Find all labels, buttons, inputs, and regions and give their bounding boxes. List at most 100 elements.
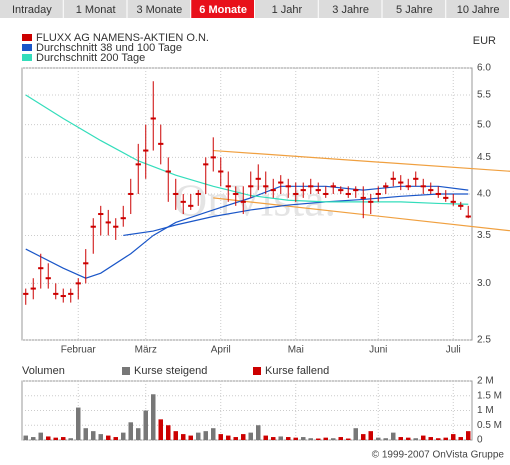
- y-tick-label: 4.5: [477, 152, 491, 163]
- volume-bar: [128, 422, 133, 440]
- volume-bar: [188, 435, 193, 440]
- price-close: [278, 181, 284, 184]
- tab-label[interactable]: 5 Jahre: [396, 4, 433, 16]
- volume-bar: [361, 434, 366, 440]
- price-close: [128, 192, 134, 195]
- volume-bar: [76, 407, 81, 440]
- y-tick-label: 6.0: [477, 63, 491, 74]
- legend-label: Durchschnitt 200 Tage: [36, 52, 145, 64]
- tab[interactable]: [191, 0, 254, 18]
- tab-label[interactable]: 1 Monat: [76, 4, 116, 16]
- y-tick-label: 2.5: [477, 335, 491, 346]
- volume-bar: [383, 438, 388, 440]
- price-close: [233, 192, 239, 195]
- volume-bar: [143, 410, 148, 440]
- tab[interactable]: [446, 0, 509, 18]
- tab-label[interactable]: Intraday: [12, 4, 52, 16]
- volume-bar: [61, 437, 66, 440]
- tab-label[interactable]: 3 Monate: [136, 4, 182, 16]
- price-close: [353, 189, 359, 192]
- price-close: [270, 189, 276, 192]
- x-tick-label: Juni: [369, 345, 387, 356]
- price-close: [263, 185, 269, 188]
- volume-bar: [398, 437, 403, 440]
- legend-swatch: [253, 367, 261, 375]
- tab[interactable]: [0, 0, 63, 18]
- price-close: [53, 292, 59, 295]
- price-close: [383, 185, 389, 188]
- y-tick-label: 3.5: [477, 230, 491, 241]
- price-close: [398, 181, 404, 184]
- legend-swatch: [22, 44, 32, 51]
- volume-bar: [256, 425, 261, 440]
- tab-label[interactable]: 1 Jahr: [272, 4, 303, 16]
- volume-bar: [293, 437, 298, 440]
- legend-label: Kurse fallend: [265, 365, 329, 377]
- y-tick-label: 3.0: [477, 278, 491, 289]
- price-close: [60, 295, 66, 298]
- tab[interactable]: [63, 0, 127, 18]
- legend-swatch: [122, 367, 130, 375]
- y-tick-label: 5.0: [477, 119, 491, 130]
- legend-label: Durchschnitt 38 und 100 Tage: [36, 42, 182, 54]
- price-close: [113, 225, 119, 228]
- price-close: [45, 277, 51, 280]
- price-close: [465, 215, 471, 218]
- tab[interactable]: [255, 0, 318, 18]
- volume-bar: [233, 437, 238, 440]
- price-close: [30, 287, 36, 290]
- currency: EUR: [473, 35, 496, 47]
- price-close: [75, 282, 81, 285]
- volume-bar: [218, 434, 223, 440]
- volume-bar: [181, 434, 186, 440]
- volume-bar: [173, 431, 178, 440]
- price-close: [368, 200, 374, 203]
- price-close: [323, 192, 329, 195]
- volume-bar: [203, 431, 208, 440]
- price-close: [285, 185, 291, 188]
- volume-bar: [353, 428, 358, 440]
- price-close: [158, 142, 164, 145]
- tab-label[interactable]: 3 Jahre: [332, 4, 369, 16]
- tab[interactable]: [318, 0, 382, 18]
- volume-bar: [376, 437, 381, 440]
- tab[interactable]: [127, 0, 191, 18]
- x-tick-label: Juli: [446, 345, 461, 356]
- price-close: [210, 156, 216, 159]
- volume-bar: [331, 438, 336, 440]
- tab-label[interactable]: 10 Jahre: [457, 4, 500, 16]
- volume-bar: [428, 437, 433, 440]
- tab-label[interactable]: 6 Monate: [199, 4, 247, 16]
- volume-bar: [263, 435, 268, 440]
- copyright: © 1999-2007 OnVista Gruppe: [372, 450, 505, 461]
- volume-bar: [346, 438, 351, 440]
- tab[interactable]: [382, 0, 446, 18]
- price-close: [315, 189, 321, 192]
- volume-title: Volumen: [22, 365, 65, 377]
- y-tick-label: 1 M: [477, 405, 494, 416]
- volume-bar: [226, 435, 231, 440]
- moving-average: [123, 193, 469, 237]
- volume-bar: [278, 436, 283, 440]
- legend-label: FLUXX AG NAMENS-AKTIEN O.N.: [36, 32, 209, 44]
- volume-bar: [46, 436, 51, 440]
- price-close: [150, 117, 156, 120]
- volume-bar: [436, 438, 441, 440]
- volume-bar: [316, 438, 321, 440]
- volume-bar: [308, 438, 313, 440]
- volume-bar: [443, 437, 448, 440]
- price-close: [225, 185, 231, 188]
- price-close: [195, 192, 201, 195]
- volume-bar: [271, 437, 276, 440]
- volume-bar: [421, 435, 426, 440]
- price-close: [23, 292, 29, 295]
- price-close: [105, 221, 111, 224]
- price-close: [293, 192, 299, 195]
- price-close: [443, 196, 449, 199]
- volume-bar: [406, 437, 411, 440]
- y-tick-label: 4.0: [477, 189, 491, 200]
- price-close: [120, 217, 126, 220]
- price-close: [248, 185, 254, 188]
- volume-bar: [301, 437, 306, 440]
